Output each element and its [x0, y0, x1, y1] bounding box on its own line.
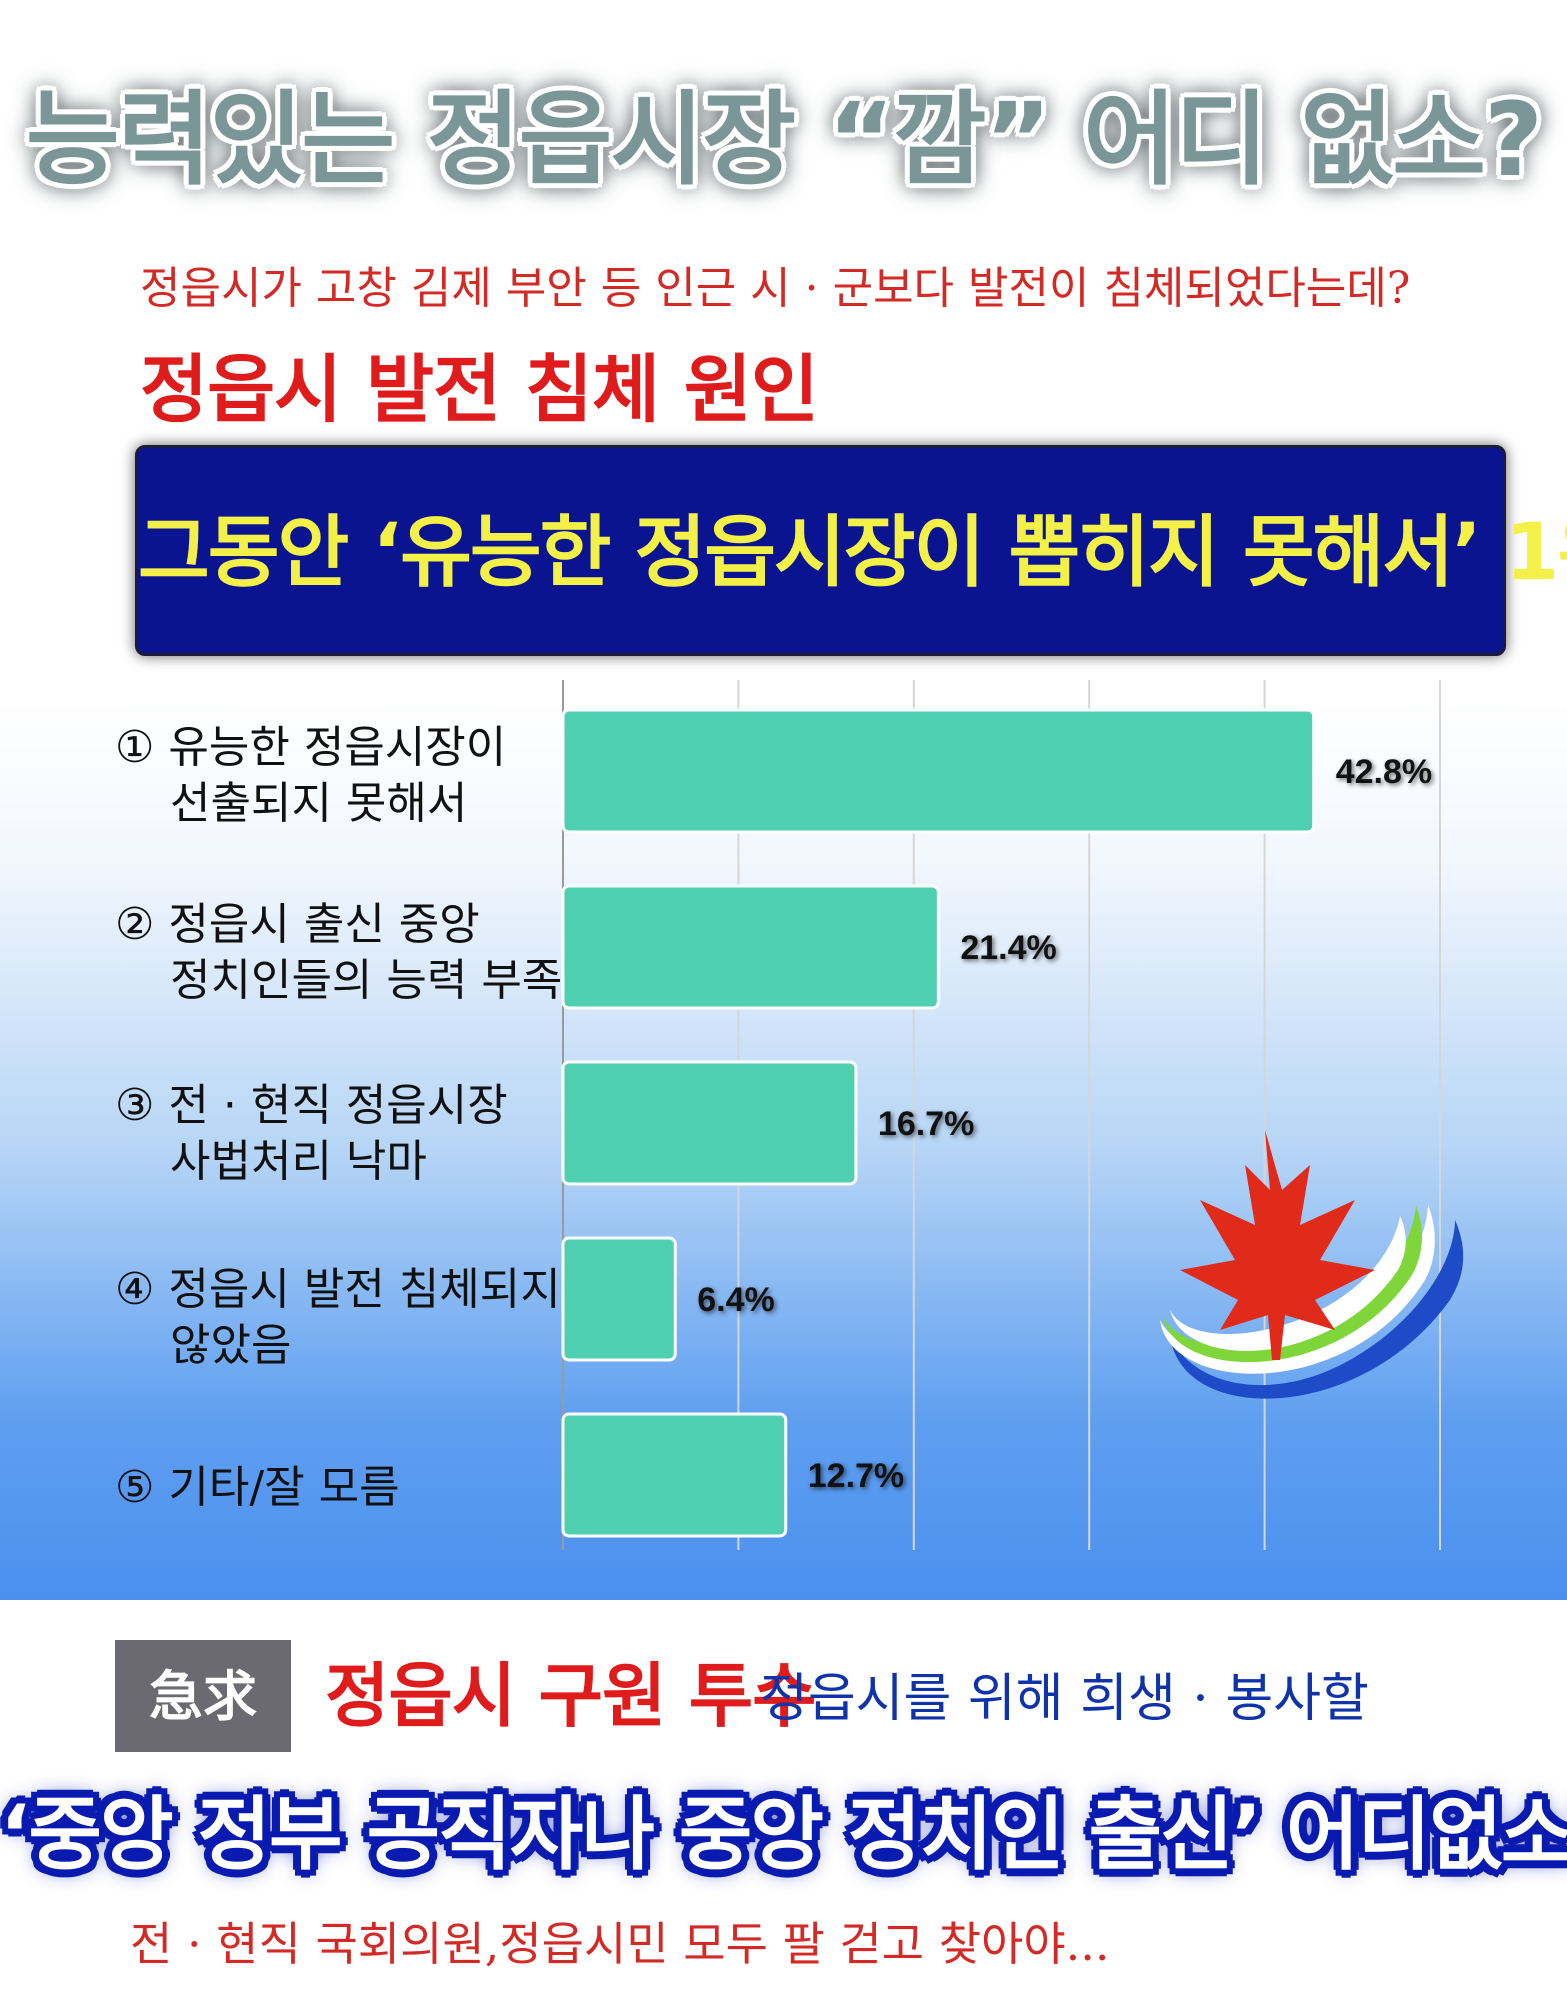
maple-leaf-emblem-icon	[1160, 1130, 1464, 1399]
value-label-3: 16.7%	[878, 1105, 974, 1143]
category-label-4-line1: ④ 정읍시 발전 침체되지	[115, 1264, 561, 1315]
banner: 그동안 ‘유능한 정읍시장이 뽑히지 못해서’ 1위	[135, 445, 1567, 656]
category-label-1-line1: ① 유능한 정읍시장이	[115, 722, 507, 773]
category-label-4: ④ 정읍시 발전 침체되지 않았음	[115, 1262, 561, 1374]
category-label-3-line2: 사법처리 낙마	[170, 1136, 427, 1187]
value-label-4: 6.4%	[697, 1281, 775, 1319]
category-label-1-line2: 선출되지 못해서	[170, 778, 468, 829]
category-label-3-line1: ③ 전 · 현직 정읍시장	[115, 1080, 508, 1131]
subtitle: 정읍시가 고창 김제 부안 등 인근 시 · 군보다 발전이 침체되었다는데?	[140, 263, 1411, 314]
section-title: 정읍시 발전 침체 원인	[140, 347, 819, 433]
category-label-2-line2: 정치인들의 능력 부족	[170, 955, 563, 1006]
value-label-1: 42.8%	[1336, 753, 1432, 791]
category-label-4-line2: 않았음	[170, 1320, 292, 1371]
banner-text: 그동안 ‘유능한 정읍시장이 뽑히지 못해서’ 1위	[138, 508, 1567, 598]
urgent-badge: 急求	[115, 1640, 291, 1752]
bottom-note: 전 · 현직 국회의원,정읍시민 모두 팔 걷고 찾아야...	[130, 1917, 1110, 1971]
bar-5	[561, 1412, 788, 1538]
bottom-headline: ‘중앙 정부 공직자나 중앙 정치인 출신’ 어디없소?	[0, 1788, 1567, 1881]
headline: 능력있는 정읍시장 “깜” 어디 없소?	[25, 81, 1543, 200]
value-label-2: 21.4%	[960, 929, 1056, 967]
sacrifice-text: 정읍시를 위해 희생 · 봉사할	[760, 1669, 1369, 1729]
bar-2	[561, 884, 940, 1010]
category-label-1: ① 유능한 정읍시장이 선출되지 못해서	[115, 720, 506, 832]
category-label-2: ② 정읍시 출신 중앙 정치인들의 능력 부족	[115, 897, 562, 1009]
bar-1	[561, 708, 1316, 834]
savior-title: 정읍시 구원 투수	[325, 1655, 817, 1737]
category-label-3: ③ 전 · 현직 정읍시장 사법처리 낙마	[115, 1078, 508, 1190]
category-label-5-line1: ⑤ 기타/잘 모름	[115, 1462, 400, 1513]
category-label-5: ⑤ 기타/잘 모름	[115, 1460, 400, 1516]
bar-4	[561, 1236, 677, 1362]
category-label-2-line1: ② 정읍시 출신 중앙	[115, 899, 480, 950]
value-label-5: 12.7%	[808, 1457, 904, 1495]
bar-3	[561, 1060, 858, 1186]
